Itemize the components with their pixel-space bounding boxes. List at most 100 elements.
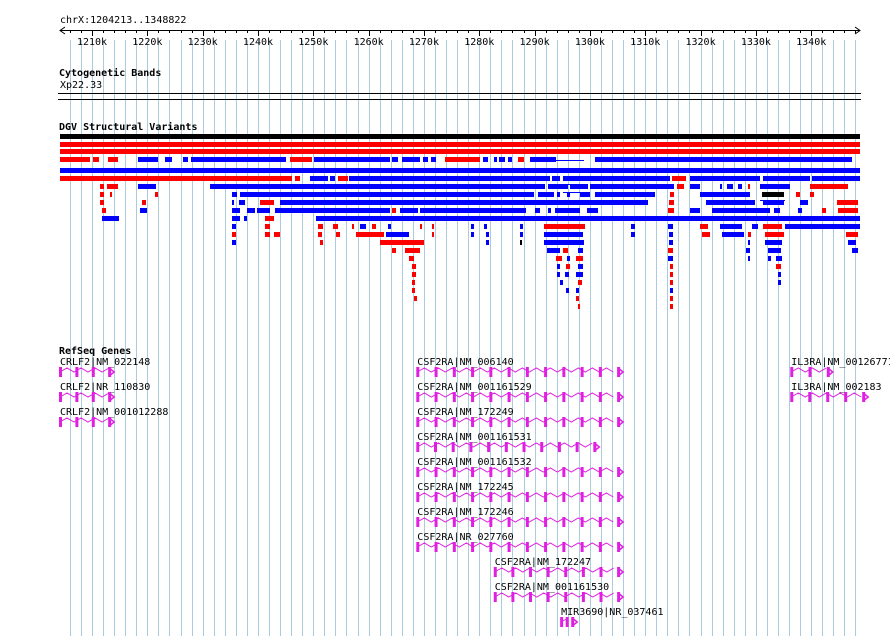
gene-label: CSF2RA|NM_001161529 [417, 382, 531, 393]
gene-exon [525, 417, 529, 427]
dgv-variant [848, 240, 856, 245]
gene-exon [525, 542, 529, 552]
dgv-variant [333, 224, 338, 229]
gene-exon [564, 592, 568, 602]
gene-exon [617, 417, 621, 427]
gene-exon [489, 542, 493, 552]
dgv-variant [544, 232, 583, 237]
gene-exon [580, 542, 584, 552]
dgv-variant [567, 256, 570, 261]
gene-exon [617, 517, 621, 527]
gene-exon [617, 592, 621, 602]
gene-intron-line [417, 417, 614, 423]
dgv-variant [566, 288, 569, 293]
gene-exon [434, 492, 438, 502]
gene-exon [544, 367, 548, 377]
dgv-variant [409, 256, 414, 261]
dgv-variant [349, 176, 550, 181]
dgv-variant [486, 232, 489, 237]
gene-label: CSF2RA|NM_172245 [417, 482, 513, 493]
gene-exon [489, 367, 493, 377]
dgv-variant [100, 184, 104, 189]
gene-exon [75, 417, 79, 427]
dgv-variant [670, 192, 674, 197]
dgv-variant [388, 224, 391, 229]
ruler-left-arrow [59, 26, 66, 35]
dgv-variant [822, 208, 826, 213]
dgv-variant [93, 157, 99, 162]
gene-exon [598, 417, 602, 427]
dgv-variant [432, 232, 434, 237]
gene-label: CRLF2|NM_001012288 [60, 407, 168, 418]
gene-model: CSF2RA|NM_001161532 [416, 457, 625, 477]
gene-exon [507, 392, 511, 402]
gene-exon [544, 517, 548, 527]
dgv-variant [670, 264, 673, 269]
gene-model: CSF2RA|NM_001161531 [416, 432, 601, 452]
dgv-variant [260, 200, 274, 205]
dgv-variant [798, 208, 802, 213]
dgv-variant [576, 288, 579, 293]
ruler-tick-label: 1220k [132, 37, 162, 48]
gene-exon [525, 517, 529, 527]
dgv-variants-track[interactable] [0, 0, 890, 320]
dgv-variant [518, 157, 524, 162]
dgv-variant [778, 272, 781, 277]
dgv-variant [800, 200, 808, 205]
gene-exon [507, 517, 511, 527]
dgv-variant [486, 240, 489, 245]
gene-model: CRLF2|NM_022148 [59, 357, 150, 377]
dgv-variant [191, 157, 286, 162]
dgv-variant [706, 200, 755, 205]
dgv-variant [140, 208, 147, 213]
dgv-variant [520, 224, 523, 229]
gene-exon [790, 367, 794, 377]
dgv-variant [412, 272, 416, 277]
dgv-variant [580, 192, 590, 197]
gene-model: CRLF2|NR_110830 [59, 382, 150, 402]
dgv-variant [748, 256, 750, 261]
dgv-variant [320, 240, 323, 245]
gene-exon [544, 467, 548, 477]
dgv-variant [578, 280, 582, 285]
coordinate-ruler[interactable]: 1210k 1220k 1230k 1240k 1250k 1260k 1270k 1280k… [0, 0, 890, 60]
dgv-variant [576, 296, 579, 301]
gene-exon [525, 367, 529, 377]
gene-exon [581, 592, 585, 602]
dgv-variant [290, 157, 312, 162]
gene-exon [544, 542, 548, 552]
dgv-variant [760, 184, 790, 189]
gene-exon [471, 367, 475, 377]
dgv-variant [810, 192, 814, 197]
ruler-tick-label: 1280k [464, 37, 494, 48]
gene-exon [108, 367, 112, 377]
dgv-variant [232, 232, 236, 237]
ruler-tick-label: 1270k [409, 37, 439, 48]
dgv-variant [420, 208, 526, 213]
gene-exon [617, 567, 621, 577]
ruler-tick-label: 1300k [575, 37, 605, 48]
dgv-variant [576, 256, 583, 261]
dgv-variant [142, 200, 146, 205]
ruler-tick-label: 1340k [796, 37, 826, 48]
gene-intron-line [417, 367, 614, 373]
gene-exon [487, 442, 491, 452]
dgv-variant [763, 224, 782, 229]
dgv-variant [712, 208, 770, 213]
gene-label: CSF2RA|NM_001161530 [495, 582, 609, 593]
dgv-variant [392, 208, 396, 213]
dgv-variant [360, 224, 366, 229]
dgv-variant [670, 288, 673, 293]
gene-exon [544, 392, 548, 402]
gene-intron-line [59, 417, 110, 423]
dgv-variant [155, 192, 158, 197]
gene-exon [434, 517, 438, 527]
dgv-variant [690, 176, 760, 181]
dgv-variant [108, 157, 118, 162]
dgv-variant [318, 232, 322, 237]
gene-exon [546, 567, 550, 577]
gene-exon [562, 367, 566, 377]
gene-exon [593, 442, 597, 452]
